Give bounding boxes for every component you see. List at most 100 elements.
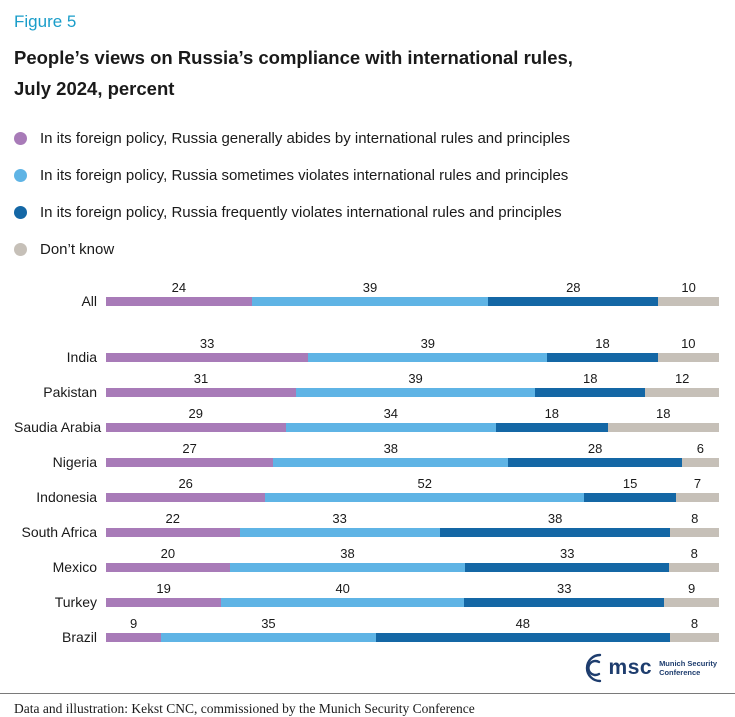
segment-bar xyxy=(584,493,677,502)
segment-value: 18 xyxy=(656,406,671,421)
segment-bar xyxy=(106,598,222,607)
segment-bar xyxy=(106,388,297,397)
segment-bar xyxy=(273,458,509,467)
bar-segment: 48 xyxy=(375,616,670,642)
bar-segment: 33 xyxy=(464,581,665,607)
category-label: Indonesia xyxy=(36,489,97,505)
category-label: South Africa xyxy=(21,524,98,540)
bar-segment: 19 xyxy=(106,581,222,607)
bar-segment: 28 xyxy=(488,280,659,306)
segment-bar xyxy=(669,563,719,572)
bar-segment: 33 xyxy=(239,511,440,537)
segment-value: 6 xyxy=(696,441,704,456)
title-line-2: July 2024, percent xyxy=(14,78,175,99)
bar-segment: 33 xyxy=(465,546,670,572)
segment-value: 9 xyxy=(688,581,696,596)
bar-segment: 8 xyxy=(669,546,719,572)
legend-label-generally-abides: In its foreign policy, Russia generally … xyxy=(40,130,571,147)
bar-area: 22 33 38 8 xyxy=(106,511,719,537)
segment-value: 29 xyxy=(188,406,204,421)
bar-segment: 18 xyxy=(607,406,719,432)
segment-value: 8 xyxy=(691,511,699,526)
bar-area: 20 38 33 8 xyxy=(106,546,719,572)
bar-segment: 31 xyxy=(106,371,297,397)
segment-bar xyxy=(664,598,719,607)
segment-value: 48 xyxy=(515,616,531,631)
bar-area: 31 39 18 12 xyxy=(106,371,719,397)
segment-value: 33 xyxy=(556,581,572,596)
bar-segment: 38 xyxy=(273,441,509,467)
bar-segment: 52 xyxy=(265,476,585,502)
bar-segment: 20 xyxy=(106,546,230,572)
bar-area: 27 38 28 6 xyxy=(106,441,719,467)
bar-segment: 18 xyxy=(496,406,608,432)
legend-item: In its foreign policy, Russia frequently… xyxy=(14,194,719,231)
legend-label-sometimes-violates: In its foreign policy, Russia sometimes … xyxy=(40,167,569,184)
bar-segment: 40 xyxy=(221,581,465,607)
legend-label-dont-know: Don’t know xyxy=(40,241,115,258)
category-label: Mexico xyxy=(52,559,97,575)
segment-bar xyxy=(508,458,682,467)
bar-segment: 7 xyxy=(676,476,719,502)
segment-value: 33 xyxy=(332,511,347,526)
segment-value: 33 xyxy=(199,336,215,351)
bar-segment: 15 xyxy=(584,476,677,502)
segment-value: 34 xyxy=(383,406,399,421)
segment-bar xyxy=(488,297,659,306)
bar-area: 33 39 18 10 xyxy=(106,336,719,362)
segment-value: 18 xyxy=(544,406,560,421)
legend-dot-frequently-violates-icon xyxy=(14,206,27,219)
bar-area: 26 52 15 7 xyxy=(106,476,719,502)
segment-value: 19 xyxy=(156,581,171,596)
segment-bar xyxy=(496,423,608,432)
segment-bar xyxy=(607,423,719,432)
segment-value: 38 xyxy=(340,546,355,561)
bar-segment: 39 xyxy=(251,280,489,306)
bar-segment: 8 xyxy=(669,616,719,642)
chart-row: Brazil 9 35 48 8 xyxy=(14,616,719,645)
segment-value: 52 xyxy=(417,476,432,491)
segment-value: 18 xyxy=(595,336,610,351)
bar-segment: 38 xyxy=(229,546,466,572)
segment-value: 38 xyxy=(383,441,399,456)
bar-segment: 38 xyxy=(439,511,671,537)
chart-row: Mexico 20 38 33 8 xyxy=(14,546,719,575)
bar-segment: 9 xyxy=(664,581,719,607)
chart-row: Turkey 19 40 33 9 xyxy=(14,581,719,610)
segment-value: 26 xyxy=(178,476,193,491)
segment-value: 28 xyxy=(587,441,603,456)
legend-item: In its foreign policy, Russia sometimes … xyxy=(14,157,719,194)
bar-segment: 22 xyxy=(106,511,240,537)
figure-label: Figure 5 xyxy=(14,12,77,31)
bar-segment: 28 xyxy=(508,441,682,467)
bar-segment: 29 xyxy=(106,406,286,432)
segment-bar xyxy=(161,633,376,642)
segment-value: 28 xyxy=(566,280,581,295)
segment-bar xyxy=(106,563,230,572)
segment-bar xyxy=(676,493,719,502)
chart-row: India 33 39 18 10 xyxy=(14,336,719,365)
segment-bar xyxy=(308,353,548,362)
category-label: Pakistan xyxy=(43,384,97,400)
bar-segment: 12 xyxy=(645,371,719,397)
segment-bar xyxy=(106,423,286,432)
segment-bar xyxy=(251,297,489,306)
bar-segment: 18 xyxy=(547,336,658,362)
segment-bar xyxy=(375,633,670,642)
chart-row: Pakistan 31 39 18 12 xyxy=(14,371,719,400)
page-title: People’s views on Russia’s compliance wi… xyxy=(14,42,719,104)
segment-value: 33 xyxy=(560,546,575,561)
segment-bar xyxy=(106,493,266,502)
segment-value: 15 xyxy=(622,476,638,491)
segment-bar xyxy=(439,528,671,537)
segment-bar xyxy=(547,353,658,362)
chart-row: Nigeria 27 38 28 6 xyxy=(14,441,719,470)
segment-bar xyxy=(106,528,240,537)
segment-bar xyxy=(658,297,719,306)
segment-bar xyxy=(229,563,466,572)
segment-value: 10 xyxy=(681,280,696,295)
bar-segment: 18 xyxy=(535,371,646,397)
category-label: Nigeria xyxy=(52,454,97,470)
bar-area: 29 34 18 18 xyxy=(106,406,719,432)
segment-value: 8 xyxy=(690,546,698,561)
